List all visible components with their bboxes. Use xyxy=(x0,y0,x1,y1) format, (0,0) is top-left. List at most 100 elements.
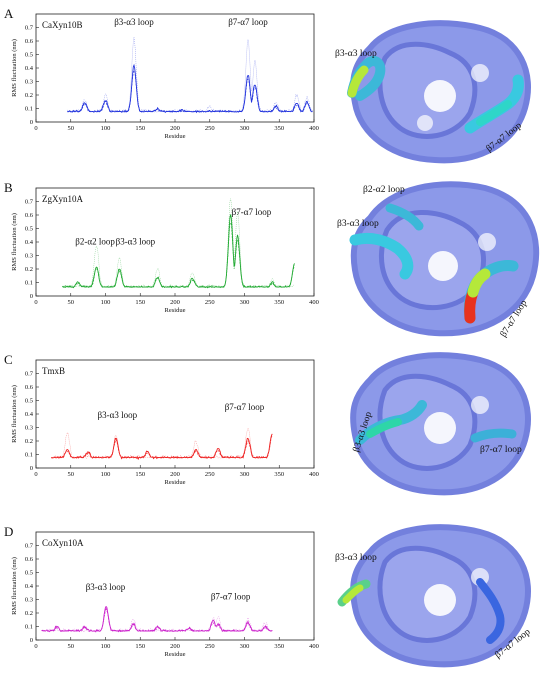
series-line-solid xyxy=(62,214,295,289)
rmsf-chart-d: 0 50 100 150 200 250 300 350 400 0 0.1 0.2 0.3 0.4 0.5… xyxy=(11,531,319,658)
x-tick-label: 350 xyxy=(274,299,284,306)
protein-name: CaXyn10B xyxy=(42,20,83,30)
y-tick-label: 0.7 xyxy=(25,371,34,378)
protein-name: TmxB xyxy=(42,366,65,376)
y-tick-label: 0.6 xyxy=(25,556,34,563)
structure-label: β3-α3 loop xyxy=(337,219,379,229)
y-tick-label: 0.7 xyxy=(25,199,34,206)
x-axis-title: Residue xyxy=(165,651,186,658)
x-tick-label: 350 xyxy=(274,471,284,478)
rmsf-chart-a: 0 50 100 150 200 250 300 350 400 0 0.1 0.2 0.3 0.4 0.5… xyxy=(11,13,319,140)
plot-frame xyxy=(35,359,315,469)
plot-frame xyxy=(35,531,315,641)
loop-annotation: β7-α7 loop xyxy=(211,592,251,602)
loop-annotation: β3-α3 loop xyxy=(86,582,126,592)
x-tick-label: 250 xyxy=(205,125,215,132)
x-tick-label: 150 xyxy=(135,125,145,132)
x-tick-label: 150 xyxy=(135,643,145,650)
x-tick-label: 200 xyxy=(170,643,180,650)
series-line-solid xyxy=(41,606,273,633)
x-tick-label: 100 xyxy=(101,299,111,306)
x-tick-label: 350 xyxy=(274,643,284,650)
y-axis-title: RMS fluctuation (nm) xyxy=(11,557,18,615)
structure-label: β7-α7 loop xyxy=(480,445,522,455)
y-tick-label: 0.2 xyxy=(25,266,33,273)
x-tick-label: 150 xyxy=(135,299,145,306)
y-tick-label: 0.6 xyxy=(25,38,34,45)
y-tick-label: 0 xyxy=(30,119,33,126)
loop-annotation: β3-α3 loop xyxy=(98,410,138,420)
x-tick-label: 300 xyxy=(240,643,250,650)
y-tick-label: 0.2 xyxy=(25,610,33,617)
x-tick-label: 250 xyxy=(205,299,215,306)
y-tick-label: 0.5 xyxy=(25,570,33,577)
rmsf-chart-c: 0 50 100 150 200 250 300 350 400 0 0.1 0.2 0.3 0.4 0.5… xyxy=(11,359,319,486)
x-tick-label: 0 xyxy=(34,643,37,650)
x-tick-label: 0 xyxy=(34,471,37,478)
y-tick-label: 0.2 xyxy=(25,92,33,99)
x-tick-label: 400 xyxy=(309,471,319,478)
series-line-dotted xyxy=(67,37,313,113)
structure-label: β3-α3 loop xyxy=(335,49,377,59)
y-tick-label: 0.1 xyxy=(25,624,33,631)
x-tick-label: 300 xyxy=(240,471,250,478)
loop-annotation: β7-α7 loop xyxy=(232,207,272,217)
y-tick-label: 0.3 xyxy=(25,425,33,432)
y-tick-label: 0.1 xyxy=(25,106,33,113)
y-tick-label: 0.4 xyxy=(25,583,34,590)
x-tick-label: 250 xyxy=(205,643,215,650)
x-tick-label: 200 xyxy=(170,471,180,478)
x-tick-label: 0 xyxy=(34,125,37,132)
x-tick-label: 100 xyxy=(101,471,111,478)
x-tick-label: 50 xyxy=(68,125,75,132)
x-tick-label: 350 xyxy=(274,125,284,132)
y-tick-label: 0.3 xyxy=(25,79,33,86)
y-axis-title: RMS fluctuation (nm) xyxy=(11,213,18,271)
y-tick-label: 0.2 xyxy=(25,438,33,445)
x-tick-label: 400 xyxy=(309,299,319,306)
y-tick-label: 0 xyxy=(30,293,33,300)
series-line-dotted xyxy=(62,198,295,289)
x-tick-label: 200 xyxy=(170,299,180,306)
loop-annotation: β3-α3 loop xyxy=(114,17,154,27)
x-tick-label: 400 xyxy=(309,643,319,650)
x-tick-label: 250 xyxy=(205,471,215,478)
protein-structure-a: β3-α3 loop β7-α7 loop xyxy=(335,20,531,164)
y-tick-label: 0.7 xyxy=(25,25,34,32)
x-axis-title: Residue xyxy=(165,307,186,314)
y-tick-label: 0.5 xyxy=(25,52,33,59)
y-tick-label: 0.4 xyxy=(25,411,34,418)
y-tick-label: 0.6 xyxy=(25,384,34,391)
x-tick-label: 400 xyxy=(309,125,319,132)
series-line-dashed xyxy=(62,221,295,289)
y-axis-title: RMS fluctuation (nm) xyxy=(11,385,18,443)
y-tick-label: 0 xyxy=(30,465,33,472)
x-axis-title: Residue xyxy=(165,133,186,140)
x-tick-label: 100 xyxy=(101,125,111,132)
x-tick-label: 100 xyxy=(101,643,111,650)
y-tick-label: 0.4 xyxy=(25,65,34,72)
protein-structure-c: β3-α3 loop β7-α7 loop xyxy=(350,352,531,496)
x-axis-title: Residue xyxy=(165,479,186,486)
series-line-dotted xyxy=(41,607,273,633)
protein-name: CoXyn10A xyxy=(42,538,84,548)
series-line-solid xyxy=(67,63,313,114)
panel-letter-d: D xyxy=(4,524,14,539)
x-tick-label: 0 xyxy=(34,299,37,306)
y-tick-label: 0.6 xyxy=(25,212,34,219)
x-tick-label: 50 xyxy=(68,643,75,650)
y-tick-label: 0.4 xyxy=(25,239,34,246)
y-tick-label: 0.3 xyxy=(25,253,33,260)
y-tick-label: 0.7 xyxy=(25,543,34,550)
y-tick-label: 0.1 xyxy=(25,280,33,287)
series-line-dashed xyxy=(41,606,273,633)
loop-annotation: β3-α3 loop xyxy=(116,237,156,247)
series-line-dashed xyxy=(67,69,313,113)
y-tick-label: 0 xyxy=(30,637,33,644)
series-line-dashed xyxy=(51,435,273,459)
y-tick-label: 0.3 xyxy=(25,597,33,604)
panel-letter-b: B xyxy=(4,180,13,195)
loop-annotation: β7-α7 loop xyxy=(225,402,265,412)
rmsf-chart-b: 0 50 100 150 200 250 300 350 400 0 0.1 0.2 0.3 0.4 0.5… xyxy=(11,187,319,314)
y-axis-title: RMS fluctuation (nm) xyxy=(11,39,18,97)
